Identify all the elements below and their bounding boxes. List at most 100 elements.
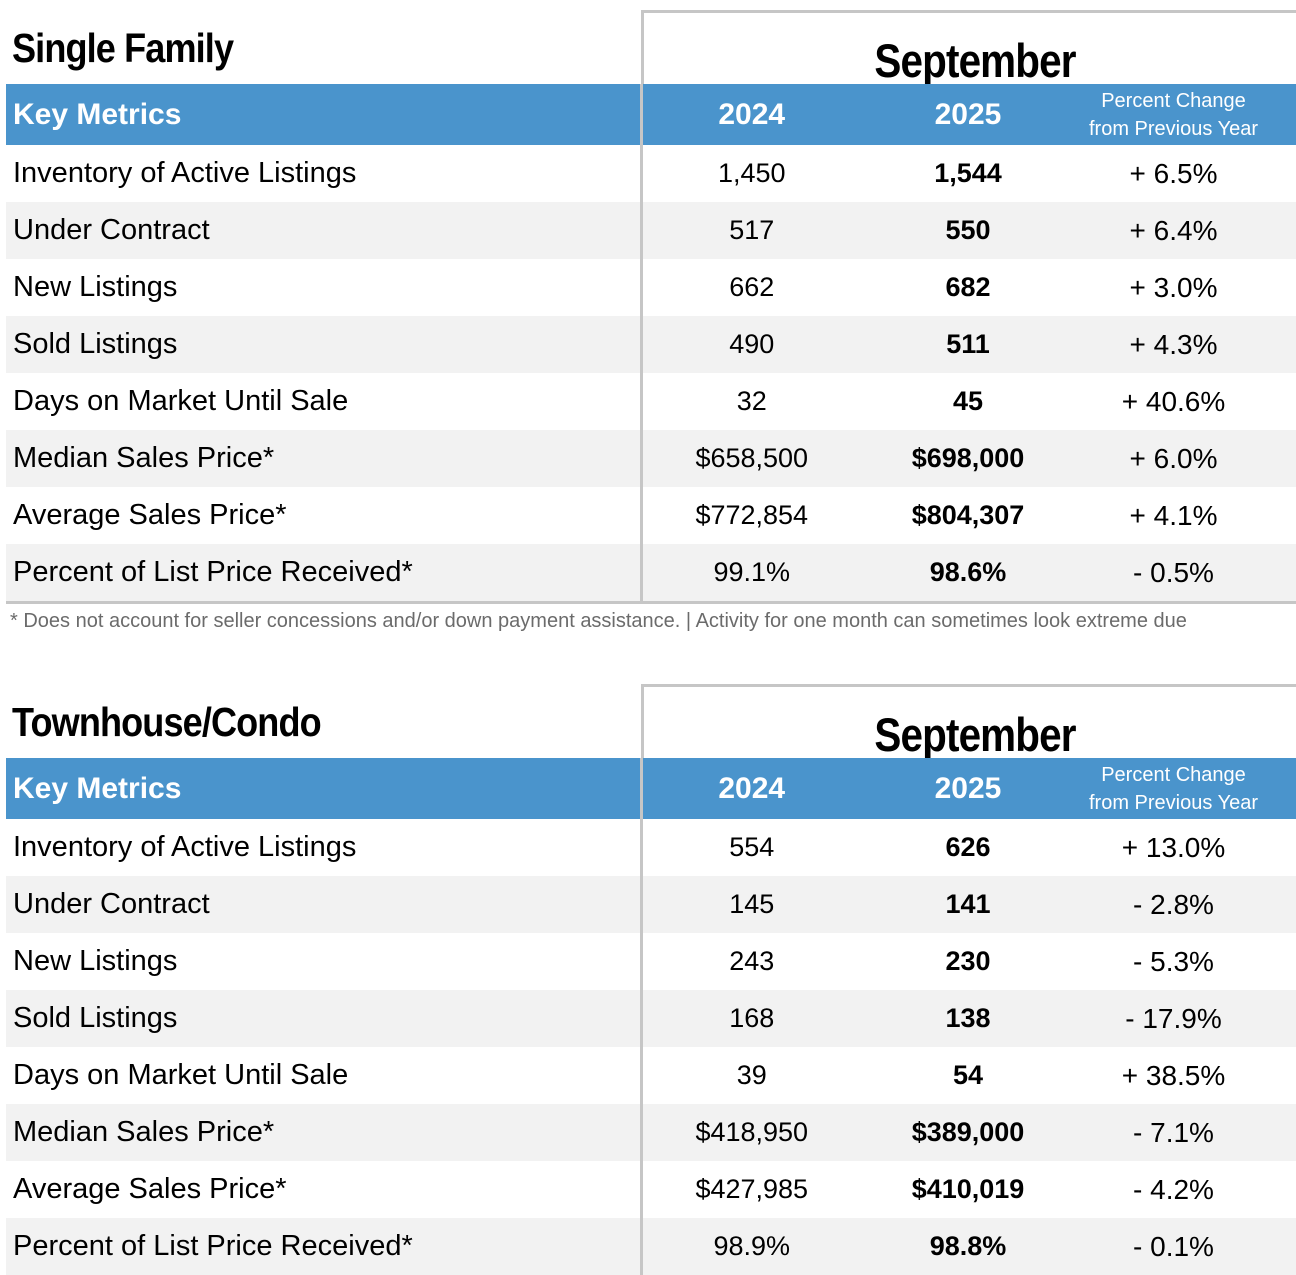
metric-name: New Listings	[6, 933, 643, 990]
value-2025: 138	[861, 990, 1075, 1047]
percent-change: - 7.1%	[1075, 1104, 1296, 1161]
value-2025: 141	[861, 876, 1075, 933]
value-2024: 98.9%	[641, 1218, 861, 1275]
percent-change: - 4.2%	[1133, 1173, 1214, 1205]
metric-name: Median Sales Price*	[6, 430, 643, 487]
header-year-2024: 2024	[641, 758, 861, 819]
footnote: * Does not account for seller concession…	[10, 610, 1187, 632]
townhouse-condo-section: Townhouse/Condo September Key Metrics 20…	[0, 674, 1296, 1275]
header-key-metrics: Key Metrics	[6, 758, 643, 819]
value-2025: 54	[952, 1060, 984, 1090]
value-2024: 662	[729, 272, 775, 302]
table-row: Percent of List Price Received* 99.1% 98…	[6, 544, 1296, 604]
value-2025: 626	[945, 832, 991, 862]
percent-change: + 13.0%	[1121, 831, 1226, 863]
percent-change: - 2.8%	[1075, 876, 1296, 933]
metric-name: New Listings	[6, 259, 643, 316]
table-row: Days on Market Until Sale 39 54 + 38.5%	[6, 1047, 1296, 1104]
section-title-row: Townhouse/Condo September	[0, 674, 1296, 758]
value-2024: 99.1%	[641, 544, 861, 604]
metric-name: Percent of List Price Received*	[6, 1218, 643, 1275]
header-percent-change-line2: from Previous Year	[1089, 117, 1258, 140]
metric-name: Median Sales Price*	[6, 1104, 643, 1161]
value-2024: $418,950	[641, 1104, 861, 1161]
percent-change: + 4.1%	[1129, 499, 1218, 531]
table-row: Under Contract 145 141 - 2.8%	[6, 876, 1296, 933]
header-key-metrics: Key Metrics	[6, 84, 643, 145]
value-2025: 230	[945, 946, 991, 976]
percent-change: + 40.6%	[1121, 385, 1226, 417]
month-label: September	[874, 34, 1076, 87]
metric-name: Days on Market Until Sale	[6, 1047, 643, 1104]
metric-name: Sold Listings	[6, 990, 643, 1047]
table-row: Median Sales Price* $658,500 $698,000 + …	[6, 430, 1296, 487]
header-year-2025: 2025	[861, 84, 1075, 145]
metric-name: Sold Listings	[6, 316, 643, 373]
month-header-box: September	[641, 684, 1296, 758]
value-2024: $658,500	[641, 430, 861, 487]
value-2025: 1,544	[934, 158, 1002, 188]
table-row: Inventory of Active Listings 1,450 1,544…	[6, 145, 1296, 202]
table-row: New Listings 662 682 + 3.0%	[6, 259, 1296, 316]
metric-name: Inventory of Active Listings	[6, 145, 643, 202]
value-2025: 550	[861, 202, 1075, 259]
percent-change: + 6.0%	[1075, 430, 1296, 487]
key-metrics-table: Key Metrics 2024 2025 Percent Change fro…	[6, 84, 1296, 604]
metric-name: Percent of List Price Received*	[6, 544, 643, 604]
metric-name: Days on Market Until Sale	[6, 373, 643, 430]
table-row: Average Sales Price* $772,854 $804,307 +…	[6, 487, 1296, 544]
value-2025: 98.8%	[861, 1218, 1075, 1275]
table-row: Sold Listings 490 511 + 4.3%	[6, 316, 1296, 373]
value-2024: 243	[729, 946, 775, 976]
header-percent-change: Percent Change from Previous Year	[1075, 84, 1296, 145]
section-title: Townhouse/Condo	[12, 699, 322, 745]
metric-name: Inventory of Active Listings	[6, 819, 643, 876]
section-title: Single Family	[12, 25, 234, 71]
header-year-2025: 2025	[861, 758, 1075, 819]
percent-change: - 0.1%	[1075, 1218, 1296, 1275]
header-year-2024: 2024	[641, 84, 861, 145]
value-2024: $772,854	[695, 500, 809, 530]
metric-name: Average Sales Price*	[6, 487, 643, 544]
table-row: Days on Market Until Sale 32 45 + 40.6%	[6, 373, 1296, 430]
percent-change: + 6.4%	[1075, 202, 1296, 259]
value-2025: $410,019	[911, 1174, 1025, 1204]
header-percent-change-line2: from Previous Year	[1089, 791, 1258, 814]
percent-change: + 4.3%	[1075, 316, 1296, 373]
month-header-box: September	[641, 10, 1296, 84]
value-2025: $389,000	[861, 1104, 1075, 1161]
metric-name: Under Contract	[6, 876, 643, 933]
table-row: Median Sales Price* $418,950 $389,000 - …	[6, 1104, 1296, 1161]
metric-name: Average Sales Price*	[6, 1161, 643, 1218]
table-row: Under Contract 517 550 + 6.4%	[6, 202, 1296, 259]
value-2024: 168	[641, 990, 861, 1047]
table-row: Percent of List Price Received* 98.9% 98…	[6, 1218, 1296, 1275]
table-row: Sold Listings 168 138 - 17.9%	[6, 990, 1296, 1047]
value-2024: $427,985	[695, 1174, 809, 1204]
percent-change: - 17.9%	[1075, 990, 1296, 1047]
percent-change: + 6.5%	[1129, 157, 1218, 189]
table-header-row: Key Metrics 2024 2025 Percent Change fro…	[6, 84, 1296, 145]
value-2024: 145	[641, 876, 861, 933]
key-metrics-table: Key Metrics 2024 2025 Percent Change fro…	[6, 758, 1296, 1275]
metric-name: Under Contract	[6, 202, 643, 259]
value-2025: 682	[945, 272, 991, 302]
value-2024: 554	[729, 832, 775, 862]
header-percent-change-line1: Percent Change	[1101, 89, 1246, 112]
value-2025: 45	[952, 386, 984, 416]
header-percent-change: Percent Change from Previous Year	[1075, 758, 1296, 819]
value-2024: 39	[736, 1060, 767, 1090]
table-row: New Listings 243 230 - 5.3%	[6, 933, 1296, 990]
single-family-section: Single Family September Key Metrics 2024…	[0, 0, 1296, 632]
table-row: Average Sales Price* $427,985 $410,019 -…	[6, 1161, 1296, 1218]
value-2024: 517	[641, 202, 861, 259]
value-2025: $804,307	[911, 500, 1025, 530]
month-label: September	[874, 708, 1076, 761]
value-2024: 32	[736, 386, 767, 416]
value-2025: 98.6%	[861, 544, 1075, 604]
section-title-row: Single Family September	[0, 0, 1296, 84]
value-2024: 490	[641, 316, 861, 373]
value-2025: 511	[861, 316, 1075, 373]
table-header-row: Key Metrics 2024 2025 Percent Change fro…	[6, 758, 1296, 819]
percent-change: + 38.5%	[1121, 1059, 1226, 1091]
